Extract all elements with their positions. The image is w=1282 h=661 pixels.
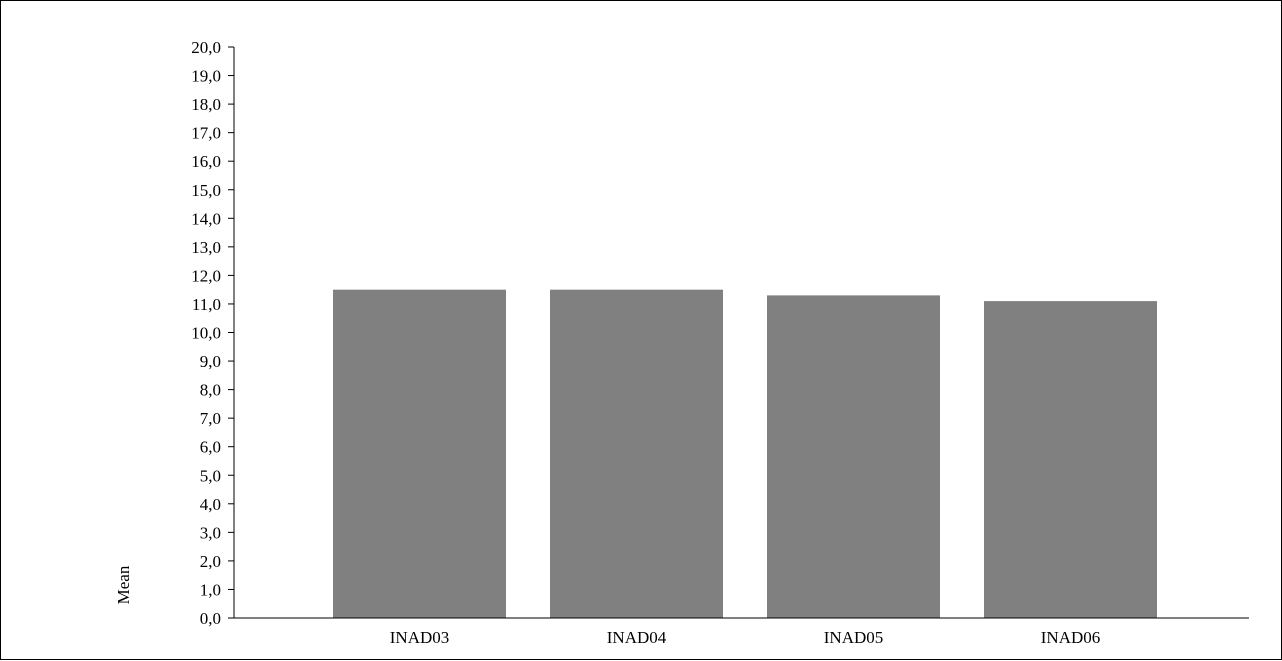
- y-tick-label: 5,0: [200, 466, 221, 485]
- x-category-label: INAD04: [607, 628, 667, 647]
- y-axis-title: Mean: [114, 565, 133, 604]
- y-tick-label: 13,0: [191, 238, 221, 257]
- x-category-label: INAD05: [824, 628, 884, 647]
- y-tick-label: 14,0: [191, 209, 221, 228]
- bar-inad03: [333, 289, 506, 618]
- y-tick-label: 9,0: [200, 352, 221, 371]
- y-tick-label: 0,0: [200, 609, 221, 628]
- y-tick-label: 7,0: [200, 409, 221, 428]
- y-ticks: 0,0 1,0 2,0 3,0 4,0 5,0 6,0 7,0 8,0 9,0 10,0 11,0 12…: [191, 38, 234, 628]
- y-tick-label: 17,0: [191, 124, 221, 143]
- bar-inad05: [767, 295, 940, 618]
- y-tick-label: 6,0: [200, 438, 221, 457]
- y-tick-label: 3,0: [200, 523, 221, 542]
- y-tick-label: 18,0: [191, 95, 221, 114]
- y-tick-label: 19,0: [191, 67, 221, 86]
- y-tick-label: 8,0: [200, 381, 221, 400]
- y-tick-label: 15,0: [191, 181, 221, 200]
- y-tick-label: 1,0: [200, 580, 221, 599]
- bar-inad04: [550, 289, 723, 618]
- bar-inad06: [984, 301, 1157, 618]
- y-tick-label: 20,0: [191, 38, 221, 57]
- y-tick-label: 2,0: [200, 552, 221, 571]
- y-tick-label: 16,0: [191, 152, 221, 171]
- y-tick-label: 11,0: [192, 295, 221, 314]
- x-category-label: INAD06: [1041, 628, 1101, 647]
- x-category-label: INAD03: [390, 628, 450, 647]
- y-tick-label: 10,0: [191, 324, 221, 343]
- bars-layer: [333, 289, 1157, 618]
- y-tick-label: 12,0: [191, 266, 221, 285]
- y-tick-label: 4,0: [200, 495, 221, 514]
- x-category-labels: INAD03 INAD04 INAD05 INAD06: [390, 628, 1101, 647]
